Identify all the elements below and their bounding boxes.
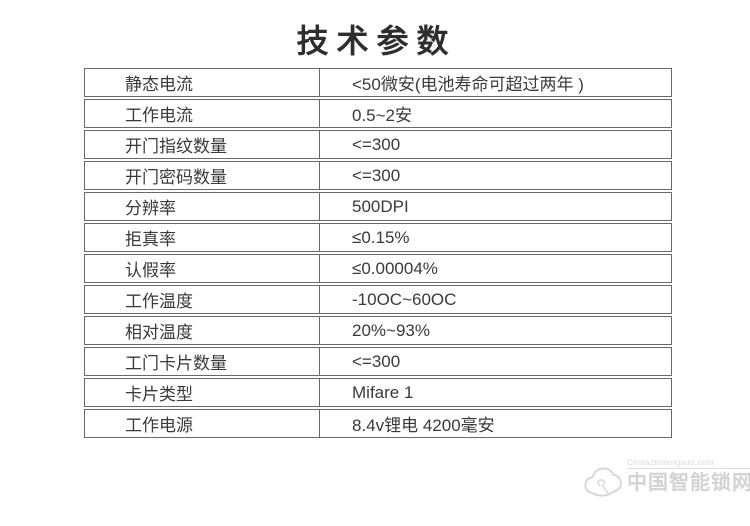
spec-table: 静态电流 <50微安(电池寿命可超过两年 ) 工作电流 0.5~2安 开门指纹数… (84, 68, 672, 438)
cloud-logo-icon (584, 467, 622, 497)
table-row: 工作温度 -10OC~60OC (84, 285, 672, 314)
spec-value: 8.4v锂电 4200毫安 (352, 416, 495, 435)
table-row: 拒真率 ≤0.15% (84, 223, 672, 252)
table-row: 工作电源 8.4v锂电 4200毫安 (84, 409, 672, 438)
table-row: 开门指纹数量 <=300 (84, 130, 672, 159)
table-row: 工作电流 0.5~2安 (84, 99, 672, 128)
spec-value: 20%~93% (352, 320, 430, 340)
table-row: 工门卡片数量 <=300 (84, 347, 672, 376)
page-title: 技术参数 (296, 23, 457, 59)
spec-label: 工作温度 (85, 286, 320, 313)
spec-value: 0.5~2安 (352, 106, 413, 125)
spec-value: -10OC~60OC (352, 289, 457, 309)
spec-value: ≤0.00004% (352, 258, 438, 278)
spec-label: 卡片类型 (85, 379, 320, 406)
spec-label: 工门卡片数量 (85, 348, 320, 375)
spec-value: Mifare 1 (352, 382, 414, 402)
spec-label: 开门密码数量 (85, 162, 320, 189)
watermark-url-text: Chinazhinengsuo.com (627, 458, 750, 469)
spec-label: 拒真率 (85, 224, 320, 251)
table-row: 分辨率 500DPI (84, 192, 672, 221)
spec-value: <50微安(电池寿命可超过两年 ) (352, 75, 584, 94)
spec-label: 工作电源 (85, 410, 320, 437)
table-row: 相对温度 20%~93% (84, 316, 672, 345)
watermark-brand-text: 中国智能锁网 (627, 472, 750, 494)
spec-label: 相对温度 (85, 317, 320, 344)
spec-label: 工作电流 (85, 100, 320, 127)
spec-value: <=300 (352, 134, 401, 154)
spec-value: ≤0.15% (352, 227, 410, 247)
table-row: 卡片类型 Mifare 1 (84, 378, 672, 407)
table-row: 静态电流 <50微安(电池寿命可超过两年 ) (84, 68, 672, 97)
watermark-text-block: Chinazhinengsuo.com 中国智能锁网 (627, 458, 750, 495)
watermark: Chinazhinengsuo.com 中国智能锁网 (579, 458, 750, 504)
spec-value: <=300 (352, 165, 401, 185)
spec-value: <=300 (352, 351, 401, 371)
spec-label: 认假率 (85, 255, 320, 282)
table-row: 开门密码数量 <=300 (84, 161, 672, 190)
spec-value: 500DPI (352, 196, 409, 216)
spec-label: 分辨率 (85, 193, 320, 220)
spec-label: 开门指纹数量 (85, 131, 320, 158)
spec-label: 静态电流 (85, 69, 320, 96)
table-row: 认假率 ≤0.00004% (84, 254, 672, 283)
